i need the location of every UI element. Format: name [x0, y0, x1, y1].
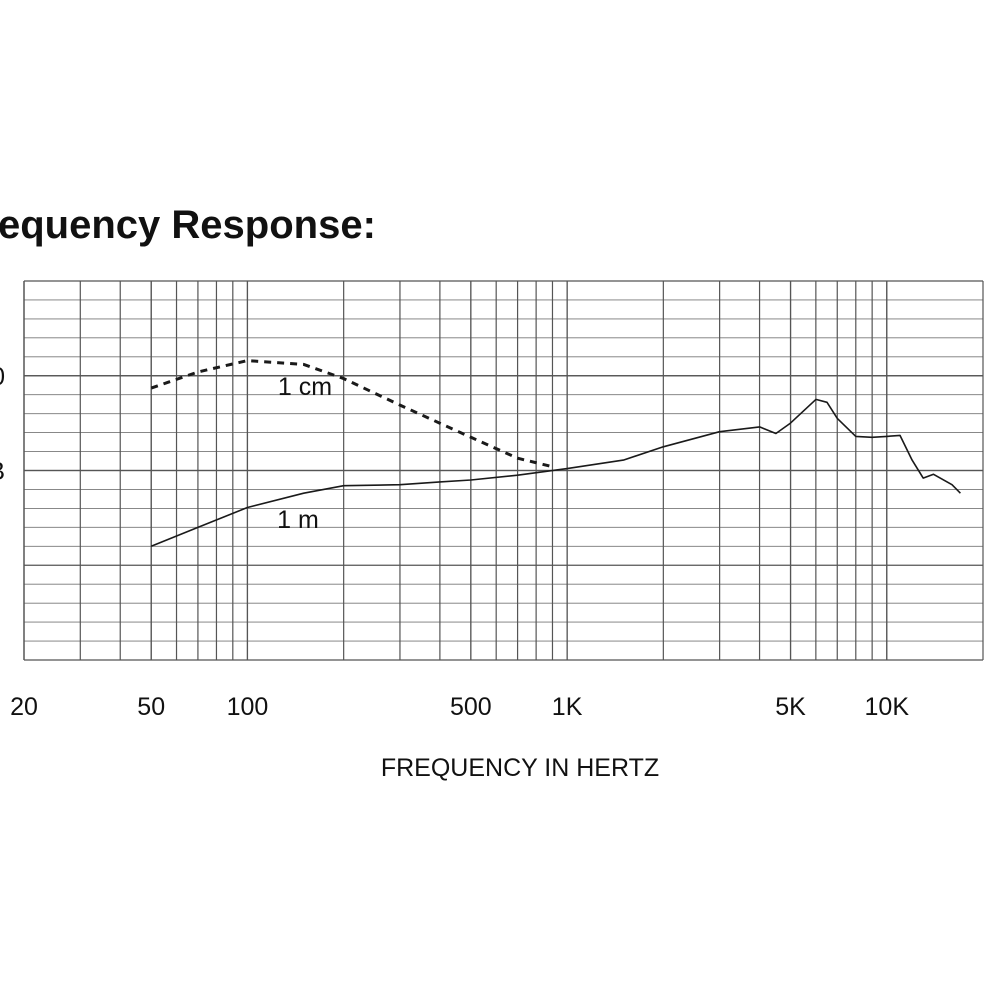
x-axis-label: FREQUENCY IN HERTZ [381, 754, 659, 782]
chart-title: Frequency Response: [0, 203, 376, 247]
y-tick-label: 0 dB [0, 458, 5, 486]
x-tick-label: 50 [137, 693, 165, 721]
curve-label: 1 cm [278, 373, 332, 401]
x-tick-label: 20 [10, 693, 38, 721]
x-tick-label: 500 [450, 693, 492, 721]
response-curve [150, 359, 553, 469]
y-tick-label: +10 [0, 363, 5, 391]
x-tick-label: 1K [552, 693, 583, 721]
x-tick-label: 5K [775, 693, 806, 721]
x-tick-label: 10K [865, 693, 910, 721]
response-curve [150, 398, 961, 548]
curve-label: 1 m [277, 506, 319, 534]
x-tick-label: 100 [227, 693, 269, 721]
